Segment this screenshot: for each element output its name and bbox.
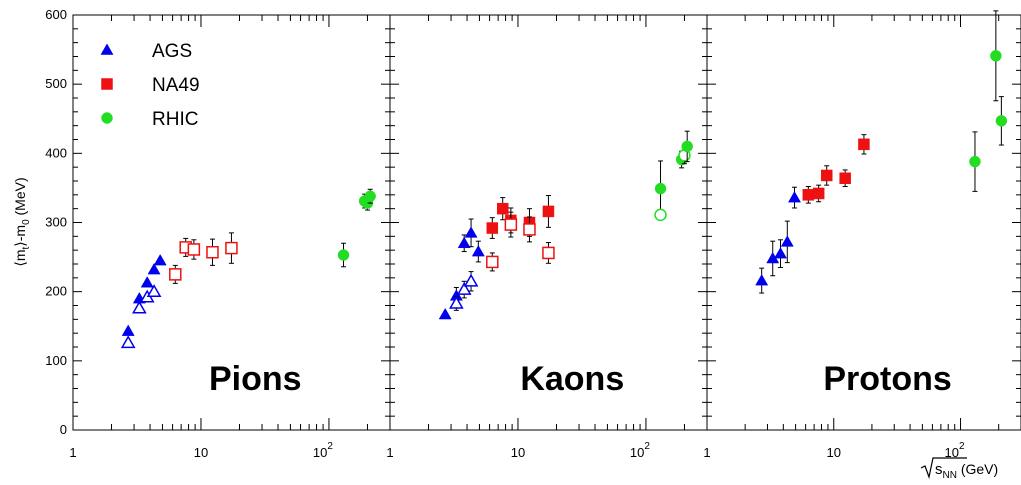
data-point-circle — [969, 155, 981, 168]
x-tick-label: 102 — [630, 441, 650, 460]
data-point-triangle — [146, 284, 162, 297]
y-tick-label: 600 — [45, 7, 67, 22]
data-point-triangle — [140, 276, 154, 288]
data-point-triangle — [774, 247, 787, 259]
data-point-triangle — [780, 235, 794, 247]
data-point-square — [169, 268, 182, 281]
data-point-triangle — [456, 282, 472, 295]
data-point-square — [225, 241, 238, 255]
y-tick-label: 300 — [45, 215, 67, 230]
data-point-square — [486, 222, 499, 234]
data-point-square — [812, 187, 825, 200]
panel-protons: 1 10 102 Protons — [703, 14, 1021, 460]
x-tick-label: 1 — [69, 445, 76, 460]
series-points-protons — [755, 10, 1008, 294]
data-point-square — [542, 205, 555, 218]
data-point-square — [504, 218, 518, 231]
data-point-circle — [364, 190, 376, 202]
x-tick-label: 10 — [827, 445, 841, 460]
y-tick-label: 400 — [45, 145, 67, 160]
x-tick-label: 1 — [386, 445, 393, 460]
data-point-circle — [995, 115, 1008, 127]
y-tick-label: 500 — [45, 76, 67, 91]
x-axis-label-text: sNN (GeV) — [935, 461, 998, 481]
data-point-triangle — [132, 300, 147, 314]
data-point-square — [839, 172, 851, 184]
series-points-kaons — [438, 130, 693, 320]
data-point-triangle — [438, 307, 452, 320]
data-point-square — [858, 138, 870, 151]
data-point-circle — [337, 249, 350, 261]
data-point-circle — [990, 50, 1002, 62]
data-point-triangle — [755, 274, 769, 286]
y-tick-label: 0 — [60, 422, 67, 437]
x-tick-label: 1 — [703, 445, 710, 460]
sqrt-sign — [920, 457, 967, 480]
data-point-square — [206, 245, 219, 259]
data-point-square — [542, 246, 555, 260]
panel-label: Pions — [209, 360, 302, 398]
data-point-triangle — [120, 335, 136, 349]
data-point-triangle — [147, 262, 161, 275]
data-point-square — [496, 202, 509, 215]
panel-pions: 1 10 102 Pions — [69, 14, 391, 460]
data-point-triangle — [457, 236, 471, 249]
data-point-circle — [654, 208, 667, 222]
data-point-square — [187, 243, 201, 256]
panel-label: Protons — [823, 360, 951, 398]
x-axis-label: sNN (GeV) — [920, 457, 998, 481]
legend: AGS NA49 RHIC — [100, 41, 200, 130]
data-point-triangle — [121, 324, 135, 336]
data-point-triangle — [153, 253, 167, 266]
panel-kaons: 1 10 102 Kaons — [386, 14, 708, 460]
x-tick-label: 102 — [313, 441, 333, 460]
data-point-circle — [654, 182, 667, 195]
data-point-square — [820, 169, 833, 182]
y-axis-label: ⟨mt⟩-m0 (MeV) — [12, 177, 32, 266]
data-point-triangle — [463, 273, 479, 287]
legend-entry-label: RHIC — [152, 109, 198, 130]
legend-marker — [101, 112, 113, 124]
y-tick-label: 200 — [45, 284, 67, 299]
panel-label: Kaons — [520, 360, 624, 398]
legend-marker — [100, 43, 114, 55]
legend-entry-label: AGS — [152, 41, 192, 62]
data-point-square — [802, 189, 815, 201]
x-tick-label: 102 — [945, 441, 965, 460]
x-tick-label: 10 — [511, 445, 525, 460]
series-points-pions — [120, 188, 376, 349]
data-point-square — [523, 223, 536, 236]
data-point-triangle — [449, 295, 464, 309]
data-point-triangle — [471, 244, 485, 257]
data-point-square — [486, 255, 499, 269]
data-point-triangle — [788, 191, 801, 203]
y-tick-label: 100 — [45, 353, 67, 368]
legend-entry-label: NA49 — [152, 75, 200, 96]
x-tick-label: 10 — [194, 445, 208, 460]
data-point-triangle — [464, 226, 478, 238]
legend-marker — [101, 78, 113, 90]
data-point-circle — [681, 140, 693, 153]
